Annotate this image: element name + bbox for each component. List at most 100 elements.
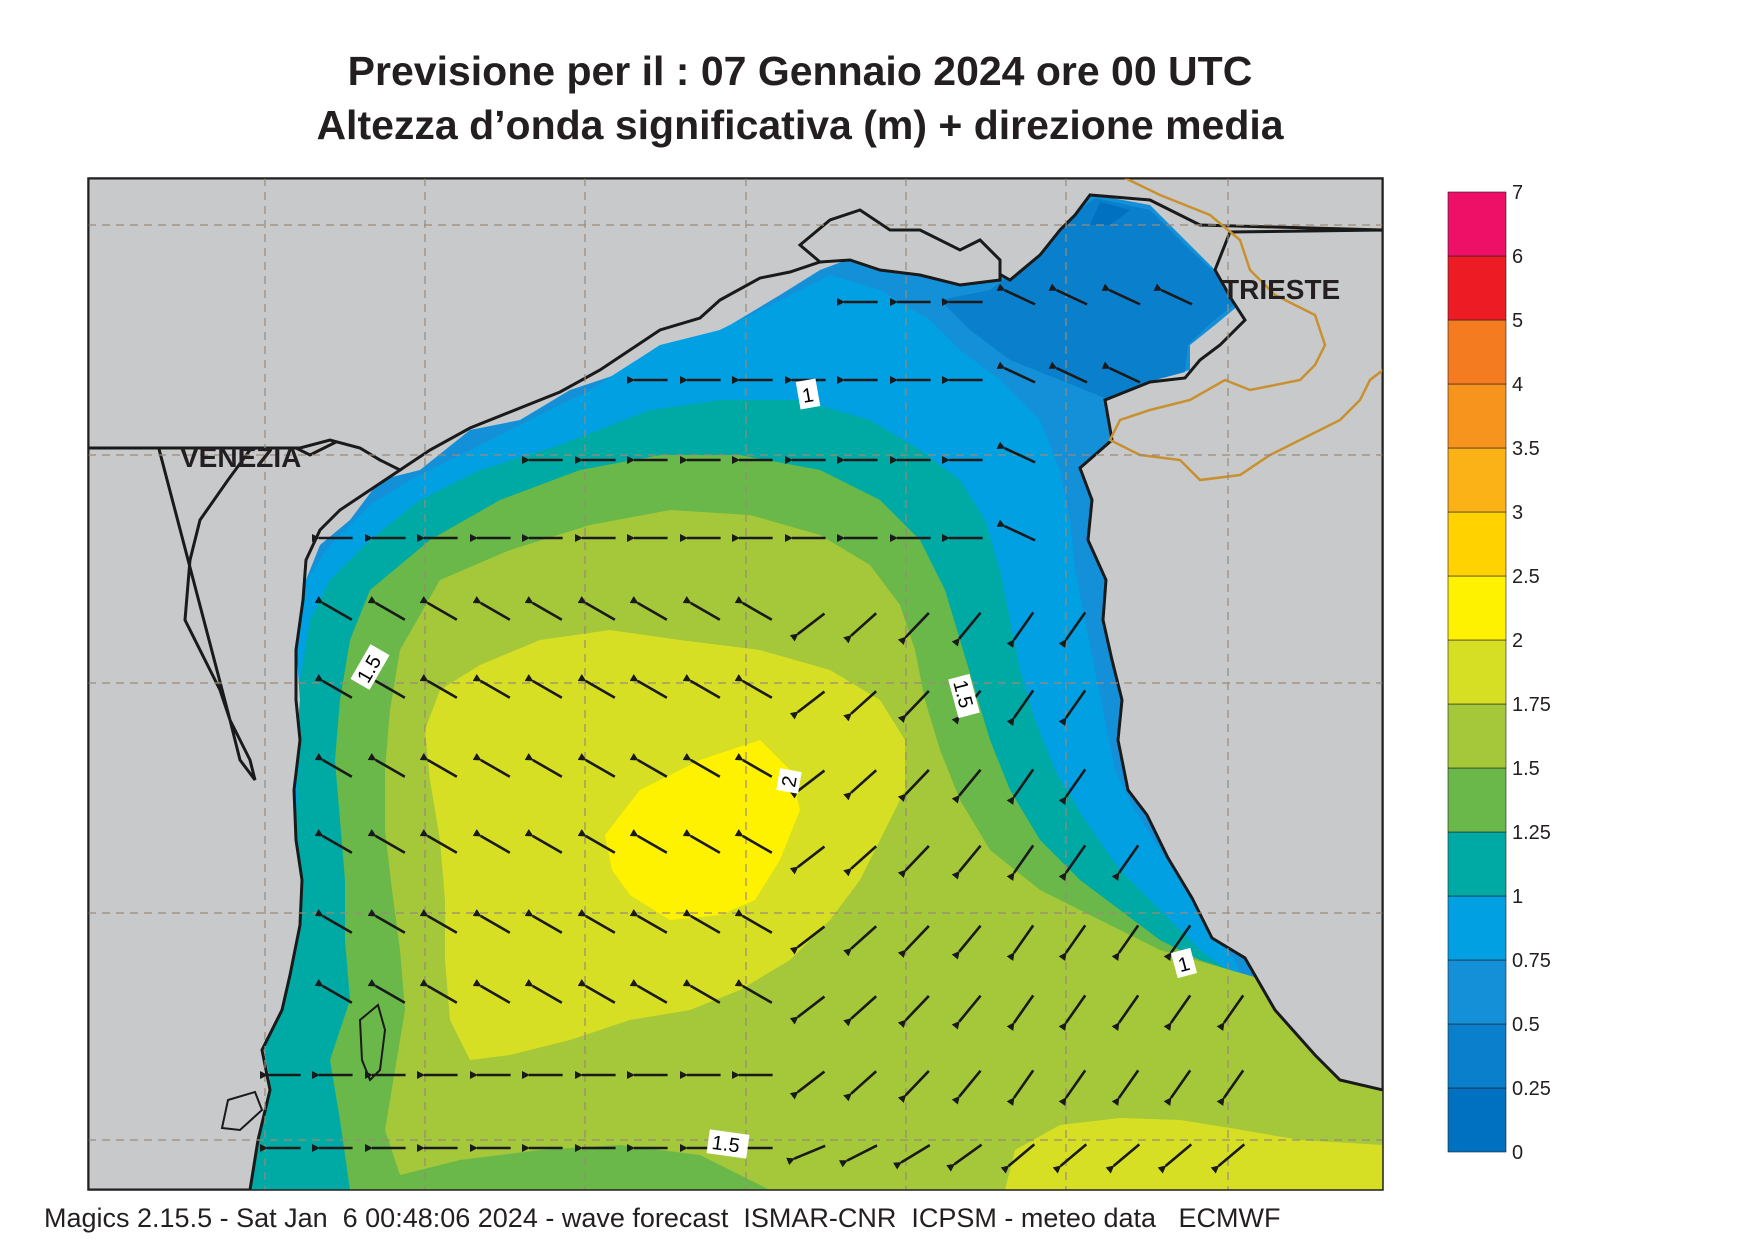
- wave-direction-arrow: [996, 441, 1036, 464]
- legend-swatch: [1447, 191, 1507, 257]
- wave-direction-arrow: [734, 596, 773, 621]
- wave-direction-arrow: [843, 995, 878, 1027]
- wave-direction-arrow: [314, 674, 353, 699]
- wave-direction-arrow: [367, 674, 406, 699]
- wave-direction-arrow: [1210, 1143, 1246, 1174]
- legend-tick-label: 2: [1512, 630, 1523, 652]
- direction-arrows: [260, 283, 1246, 1174]
- wave-direction-arrow: [789, 925, 826, 955]
- wave-direction-arrow: [419, 909, 458, 934]
- wave-direction-arrow: [577, 596, 616, 621]
- wave-direction-arrow: [843, 845, 878, 877]
- wave-direction-arrow: [734, 909, 773, 934]
- wave-direction-arrow: [951, 924, 982, 960]
- italy-west-coast: [88, 178, 403, 1190]
- wave-direction-arrow: [1006, 768, 1035, 805]
- legend-swatch: [1447, 639, 1507, 705]
- wave-direction-arrow: [946, 1143, 983, 1172]
- wave-direction-arrow: [524, 979, 563, 1004]
- wave-direction-arrow: [1006, 994, 1035, 1031]
- wave-direction-arrow: [1153, 283, 1193, 306]
- legend-swatch: [1447, 703, 1507, 769]
- wave-direction-arrow: [789, 995, 826, 1025]
- wave-direction-arrow: [789, 845, 826, 875]
- map-title-line1: Previsione per il : 07 Gennaio 2024 ore …: [347, 48, 1253, 94]
- wave-direction-arrow: [1163, 1069, 1192, 1106]
- wave-direction-arrow: [682, 753, 721, 778]
- wave-direction-arrow: [734, 674, 773, 699]
- wave-direction-arrow: [1157, 1143, 1193, 1174]
- wave-direction-arrow: [951, 611, 982, 647]
- wave-direction-arrow: [843, 925, 878, 957]
- legend-tick-label: 1: [1512, 886, 1523, 908]
- wave-direction-arrow: [843, 612, 878, 644]
- wave-direction-arrow: [1111, 924, 1140, 961]
- wave-direction-arrow: [1111, 994, 1140, 1031]
- wave-direction-arrow: [472, 909, 511, 934]
- wave-direction-arrow: [1163, 994, 1192, 1031]
- wave-direction-arrow: [419, 979, 458, 1004]
- legend-tick-label: 5: [1512, 310, 1523, 332]
- wave-direction-arrow: [843, 690, 878, 722]
- legend-swatch: [1447, 767, 1507, 833]
- wave-direction-arrow: [843, 769, 878, 801]
- legend-swatch: [1447, 959, 1507, 1025]
- legend-swatch: [1447, 319, 1507, 385]
- wave-direction-arrow: [524, 596, 563, 621]
- wave-direction-arrow: [996, 519, 1036, 542]
- wave-direction-arrow: [682, 909, 721, 934]
- istria-coast: [1078, 228, 1383, 1092]
- legend-tick-label: 0.25: [1512, 1078, 1551, 1100]
- national-border: [1108, 178, 1383, 482]
- wave-direction-arrow: [1216, 994, 1245, 1031]
- wave-direction-arrow: [734, 753, 773, 778]
- legend-swatch: [1447, 255, 1507, 321]
- wave-direction-arrow: [682, 829, 721, 854]
- wave-direction-arrow: [789, 612, 826, 642]
- wave-direction-arrow: [629, 596, 668, 621]
- coastal-islet-2: [220, 1090, 264, 1132]
- legend-swatch: [1447, 447, 1507, 513]
- wave-direction-arrow: [682, 979, 721, 1004]
- wave-direction-arrow: [1048, 283, 1088, 306]
- wave-direction-arrow: [367, 753, 406, 778]
- wave-direction-arrow: [577, 909, 616, 934]
- legend-tick-label: 6: [1512, 246, 1523, 268]
- wave-direction-arrow: [897, 845, 930, 879]
- wave-direction-arrow: [1058, 844, 1087, 881]
- wave-direction-arrow: [1052, 1143, 1088, 1174]
- wave-direction-arrow: [1058, 924, 1087, 961]
- contour-label: 1: [795, 378, 821, 410]
- legend-tick-label: 1.5: [1512, 758, 1540, 780]
- svg-text:2: 2: [778, 774, 802, 789]
- wave-direction-arrow: [1006, 1069, 1035, 1106]
- wave-direction-arrow: [524, 674, 563, 699]
- legend-tick-label: 0: [1512, 1142, 1523, 1164]
- wave-direction-arrow: [1101, 283, 1141, 306]
- wave-direction-arrow: [951, 844, 982, 880]
- legend-swatch: [1447, 831, 1507, 897]
- wave-direction-arrow: [1058, 1069, 1087, 1106]
- wave-direction-arrow: [1216, 1069, 1245, 1106]
- wave-direction-arrow: [314, 753, 353, 778]
- wave-direction-arrow: [786, 1144, 826, 1166]
- wave-direction-arrow: [1058, 768, 1087, 805]
- legend-swatch: [1447, 1023, 1507, 1089]
- wave-direction-arrow: [419, 753, 458, 778]
- svg-text:1: 1: [1176, 953, 1192, 977]
- wave-direction-arrow: [1105, 1143, 1141, 1174]
- wave-direction-arrow: [367, 979, 406, 1004]
- wave-direction-arrow: [682, 596, 721, 621]
- wave-direction-arrow: [897, 1070, 930, 1104]
- wave-direction-arrow: [1048, 361, 1088, 384]
- legend-tick-label: 3: [1512, 502, 1523, 524]
- wave-direction-arrow: [472, 674, 511, 699]
- wave-band-2: [605, 740, 800, 920]
- wave-direction-arrow: [1058, 611, 1087, 648]
- wave-direction-arrow: [472, 596, 511, 621]
- wave-direction-arrow: [314, 979, 353, 1004]
- wave-direction-arrow: [1006, 844, 1035, 881]
- wave-direction-arrow: [367, 829, 406, 854]
- legend-tick-label: 2.5: [1512, 566, 1540, 588]
- wave-direction-arrow: [996, 283, 1036, 306]
